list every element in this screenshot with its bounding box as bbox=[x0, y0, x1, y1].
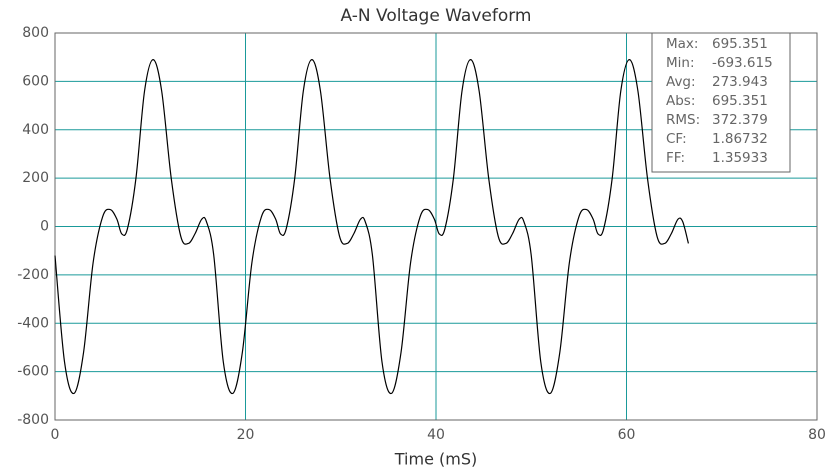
x-tick-label: 0 bbox=[51, 427, 60, 443]
stat-label: RMS: bbox=[666, 112, 700, 128]
y-tick-label: 800 bbox=[22, 25, 49, 41]
x-tick-label: 60 bbox=[618, 427, 636, 443]
stat-label: FF: bbox=[666, 150, 685, 166]
y-tick-label: 200 bbox=[22, 170, 49, 186]
stat-value: 273.943 bbox=[712, 74, 768, 90]
y-tick-label: 600 bbox=[22, 73, 49, 89]
stat-value: 695.351 bbox=[712, 36, 768, 52]
stats-box bbox=[651, 32, 791, 173]
stat-label: Min: bbox=[666, 55, 695, 71]
stat-label: CF: bbox=[666, 131, 687, 147]
stat-label: Avg: bbox=[666, 74, 696, 90]
stat-value: 695.351 bbox=[712, 93, 768, 109]
waveform-line bbox=[54, 59, 689, 395]
plot-frame bbox=[54, 32, 818, 421]
y-tick-label: -400 bbox=[17, 315, 49, 331]
stat-value: 1.35933 bbox=[712, 150, 768, 166]
stat-label: Abs: bbox=[666, 93, 695, 109]
chart-title: A-N Voltage Waveform bbox=[341, 6, 532, 26]
x-tick-label: 40 bbox=[427, 427, 445, 443]
x-axis-label: Time (mS) bbox=[394, 450, 477, 469]
stat-label: Max: bbox=[666, 36, 698, 52]
y-tick-label: -800 bbox=[17, 412, 49, 428]
y-tick-label: 400 bbox=[22, 122, 49, 138]
stat-value: 1.86732 bbox=[712, 131, 768, 147]
stat-value: -693.615 bbox=[712, 55, 773, 71]
y-tick-label: -200 bbox=[17, 267, 49, 283]
stat-value: 372.379 bbox=[712, 112, 768, 128]
y-tick-label: -600 bbox=[17, 364, 49, 380]
x-tick-label: 20 bbox=[237, 427, 255, 443]
y-tick-label: 0 bbox=[40, 219, 49, 235]
x-tick-label: 80 bbox=[808, 427, 825, 443]
